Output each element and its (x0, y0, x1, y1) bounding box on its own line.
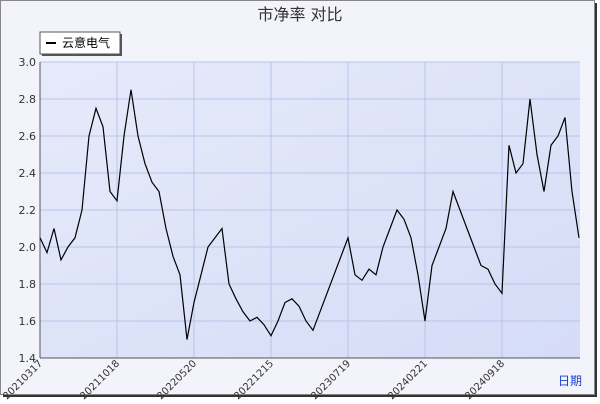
legend (39, 31, 121, 55)
y-tick-label: 1.8 (19, 278, 37, 291)
y-tick-label: 3.0 (19, 56, 37, 69)
legend-label: 云意电气 (62, 35, 110, 50)
y-tick-label: 2.8 (19, 93, 37, 106)
y-tick-label: 1.4 (19, 352, 37, 365)
y-tick-label: 1.6 (19, 315, 37, 328)
y-tick-label: 2.6 (19, 130, 37, 143)
y-tick-label: 2.4 (19, 167, 37, 180)
y-tick-label: 2.0 (19, 241, 37, 254)
x-axis-label: 日期 (558, 374, 582, 388)
chart-title: 市净率 对比 (257, 5, 342, 24)
y-tick-label: 2.2 (19, 204, 37, 217)
line (39, 89, 580, 340)
